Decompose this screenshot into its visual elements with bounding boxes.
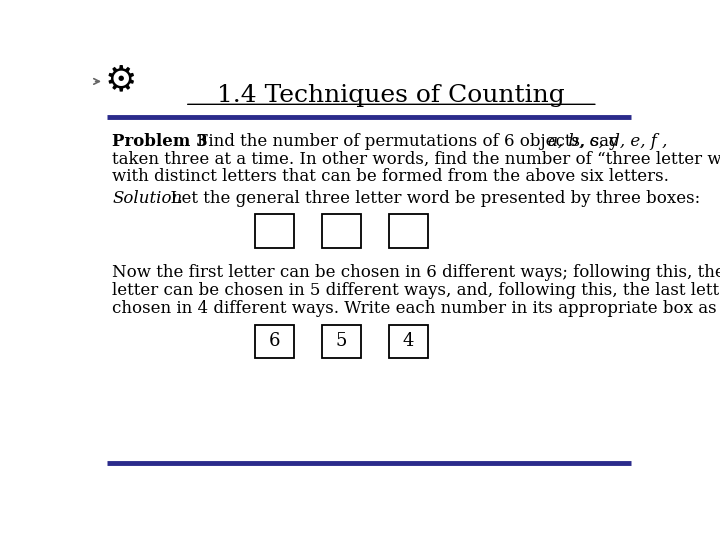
Bar [255, 325, 294, 358]
Text: Let the general three letter word be presented by three boxes:: Let the general three letter word be pre… [161, 190, 701, 206]
Text: Find the number of permutations of 6 objects, say: Find the number of permutations of 6 obj… [181, 133, 624, 151]
Text: 6: 6 [269, 332, 280, 350]
Bar [255, 214, 294, 248]
Text: Now the first letter can be chosen in 6 different ways; following this, the seco: Now the first letter can be chosen in 6 … [112, 265, 720, 281]
Text: a, b, c, d, e, f ,: a, b, c, d, e, f , [547, 133, 667, 151]
Text: taken three at a time. In other words, find the number of “three letter words”: taken three at a time. In other words, f… [112, 151, 720, 168]
Bar [389, 325, 428, 358]
Bar [389, 214, 428, 248]
Text: Problem 3: Problem 3 [112, 133, 208, 151]
Text: with distinct letters that can be formed from the above six letters.: with distinct letters that can be formed… [112, 168, 669, 185]
Text: ⚙: ⚙ [104, 64, 137, 98]
Text: Solution: Solution [112, 190, 183, 206]
Bar [322, 325, 361, 358]
Bar [322, 214, 361, 248]
Text: 1.4 Techniques of Counting: 1.4 Techniques of Counting [217, 84, 565, 107]
Text: 4: 4 [402, 332, 414, 350]
Text: letter can be chosen in 5 different ways, and, following this, the last letter c: letter can be chosen in 5 different ways… [112, 282, 720, 299]
Text: 5: 5 [336, 332, 347, 350]
Text: chosen in 4 different ways. Write each number in its appropriate box as follows:: chosen in 4 different ways. Write each n… [112, 300, 720, 317]
